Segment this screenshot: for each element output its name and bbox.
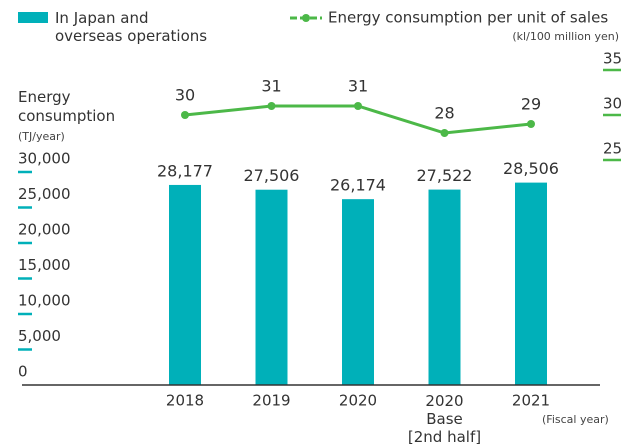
y2-tick-label: 30 [603, 95, 621, 113]
line-point [181, 111, 189, 119]
y2-tick-label: 25 [603, 140, 621, 158]
line [184, 104, 532, 135]
bar-value-label: 28,177 [157, 161, 213, 180]
x-tick-label: 2020 [339, 392, 377, 410]
y-tick-label: 25,000 [18, 185, 71, 203]
line-value-label: 28 [434, 104, 454, 123]
x-tick-label: 2021 [512, 392, 550, 410]
bar [515, 182, 547, 385]
line-value-label: 30 [175, 86, 195, 105]
y-tick-label: 0 [18, 363, 28, 381]
line-point [527, 120, 535, 128]
y-tick-label: 10,000 [18, 292, 71, 310]
y-tick-label: 5,000 [18, 327, 61, 345]
x-unit: (Fiscal year) [542, 413, 609, 426]
bar-value-label: 26,174 [330, 176, 386, 195]
line-value-label: 29 [521, 95, 541, 114]
x-tick-label: 2020 Base [2nd half] [408, 392, 481, 446]
line-point [354, 102, 362, 110]
bar-value-label: 27,522 [417, 166, 473, 185]
y-axis-label: Energy consumption [18, 88, 115, 125]
legend-swatch-dot [302, 14, 310, 22]
x-tick-label: 2018 [166, 392, 204, 410]
bar [255, 189, 288, 385]
bar [169, 184, 201, 385]
line-value-label: 31 [261, 77, 281, 96]
y-tick-label: 20,000 [18, 221, 71, 239]
bar-value-label: 27,506 [244, 166, 300, 185]
bar [428, 189, 461, 385]
line-point [267, 102, 276, 110]
y-tick-label: 15,000 [18, 256, 71, 274]
bar [342, 199, 374, 385]
legend-swatch-bar [18, 12, 48, 23]
line-point [440, 129, 449, 137]
y-unit: (TJ/year) [18, 130, 65, 143]
y2-unit: (kl/100 million yen) [512, 30, 619, 43]
bar-value-label: 28,506 [503, 159, 559, 178]
x-tick-label: 2019 [252, 392, 290, 410]
legend-label: Energy consumption per unit of sales [328, 9, 608, 27]
y2-tick-label: 35 [603, 50, 621, 68]
y-tick-label: 30,000 [18, 150, 71, 168]
legend-label: In Japan and overseas operations [55, 9, 207, 45]
line-value-label: 31 [348, 77, 368, 96]
